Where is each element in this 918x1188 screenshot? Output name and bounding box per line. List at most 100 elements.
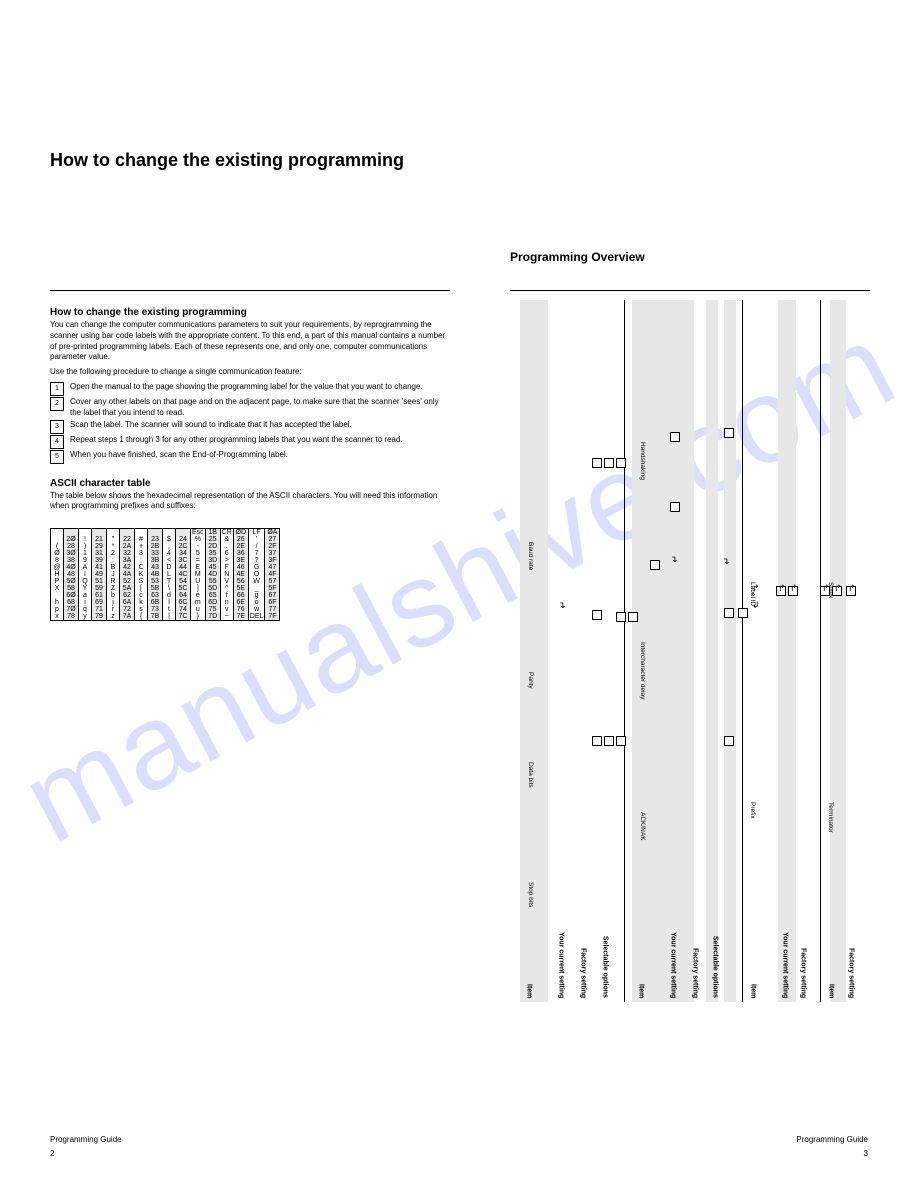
ascii-hex: 4B (148, 571, 163, 578)
ascii-char: % (191, 536, 206, 543)
ascii-hex: 32 (120, 550, 135, 557)
row-label: Prefix (748, 802, 756, 819)
step-text: Cover any other labels on that page and … (70, 397, 450, 419)
ascii-char: w (248, 606, 265, 613)
ascii-hex: 71 (92, 606, 107, 613)
ascii-hex: 3B (148, 557, 163, 564)
ascii-char: 5 (191, 550, 206, 557)
ascii-hex: 63 (148, 592, 163, 599)
ascii-char (51, 536, 64, 543)
ascii-char: s (135, 606, 148, 613)
ascii-hex: 47 (265, 564, 280, 571)
ascii-hex: 72 (120, 606, 135, 613)
arrow-icon: ↱ (752, 583, 760, 594)
ascii-hex: 3D (205, 557, 220, 564)
ascii-hex: ØA (265, 529, 280, 537)
ascii-char: R (107, 578, 120, 585)
ascii-hex: 2F (265, 543, 280, 550)
step-number: 2 (50, 397, 64, 411)
column-header: Factory setting (846, 948, 854, 998)
ascii-char: # (135, 536, 148, 543)
ascii-hex: 68 (64, 599, 79, 606)
ascii-hex: 1B (205, 529, 220, 537)
ascii-char (135, 529, 148, 537)
checkbox-icon (604, 736, 614, 746)
ascii-char: O (248, 571, 265, 578)
page-number: 2 (50, 1149, 54, 1158)
step: 5When you have finished, scan the End-of… (50, 450, 450, 464)
ascii-char: , (163, 543, 176, 550)
ascii-char: T (163, 578, 176, 585)
ascii-hex: 79 (92, 613, 107, 621)
ascii-char: 2 (107, 550, 120, 557)
arrow-icon: ↱ (822, 583, 830, 594)
ascii-hex: 6F (265, 599, 280, 606)
ascii-char: H (51, 571, 64, 578)
arrow-icon: ↴ (670, 554, 678, 565)
ascii-char: j (107, 599, 120, 606)
ascii-hex: 67 (265, 592, 280, 599)
ascii-char: t (163, 606, 176, 613)
ascii-hex: 2Ø (64, 536, 79, 543)
ascii-char: b (107, 592, 120, 599)
column-header: Factory setting (798, 948, 806, 998)
divider (510, 290, 870, 291)
ascii-hex: 55 (205, 578, 220, 585)
footer-text: Programming Guide (50, 1135, 122, 1144)
ascii-char: c (135, 592, 148, 599)
row-label: Intercharacter delay (638, 642, 646, 699)
ascii-hex: 5A (120, 585, 135, 592)
ascii-char (51, 529, 64, 537)
column-header: Your current setting (668, 932, 676, 998)
shade-band (778, 300, 796, 1002)
ascii-hex: 64 (176, 592, 191, 599)
row-label: ACK/NAK (638, 812, 646, 841)
ascii-hex: 59 (92, 585, 107, 592)
ascii-char: x (51, 613, 64, 621)
ascii-char: C (135, 564, 148, 571)
ascii-char: z (107, 613, 120, 621)
ascii-char: Esc (191, 529, 206, 537)
step-text: Repeat steps 1 through 3 for any other p… (70, 435, 403, 449)
footer-text: Programming Guide (796, 1135, 868, 1144)
row-label: Baud rate (526, 542, 534, 570)
shade-band (520, 300, 548, 1002)
page-number: 3 (864, 1149, 868, 1158)
ascii-hex: 3C (176, 557, 191, 564)
paragraph: You can change the computer communicatio… (50, 320, 450, 363)
ascii-char: f (220, 592, 233, 599)
ascii-hex: 44 (176, 564, 191, 571)
ascii-char: k (135, 599, 148, 606)
ascii-char (107, 529, 120, 537)
ascii-hex: 42 (120, 564, 135, 571)
ascii-hex: 24 (176, 536, 191, 543)
ascii-hex (92, 529, 107, 537)
ascii-hex: 3F (265, 557, 280, 564)
ascii-table: Esc1BCRØDLFØA 2Ø!21"22#23$24%25&26'27(28… (50, 528, 280, 621)
ascii-hex: 22 (120, 536, 135, 543)
ascii-char: ! (79, 536, 92, 543)
ascii-hex: 35 (205, 550, 220, 557)
ascii-hex: 61 (92, 592, 107, 599)
column-header: Your current setting (780, 932, 788, 998)
ascii-char: ; (135, 557, 148, 564)
arrow-icon: ↴ (558, 600, 566, 611)
checkbox-icon (670, 502, 680, 512)
checkbox-icon (604, 458, 614, 468)
checkbox-icon (628, 612, 638, 622)
ascii-hex: 58 (64, 585, 79, 592)
ascii-char: L (163, 571, 176, 578)
checkbox-icon (592, 610, 602, 620)
ascii-char: ~ (220, 613, 233, 621)
ascii-hex: 52 (120, 578, 135, 585)
row-label: Parity (526, 672, 534, 689)
ascii-hex: 31 (92, 550, 107, 557)
ascii-char: I (79, 571, 92, 578)
ascii-char: 1 (79, 550, 92, 557)
ascii-char: + (135, 543, 148, 550)
ascii-hex: 76 (233, 606, 248, 613)
ascii-hex: 74 (176, 606, 191, 613)
shade-band (724, 300, 736, 1002)
column-rule (742, 300, 743, 1002)
row-label: Handshaking (638, 442, 646, 480)
